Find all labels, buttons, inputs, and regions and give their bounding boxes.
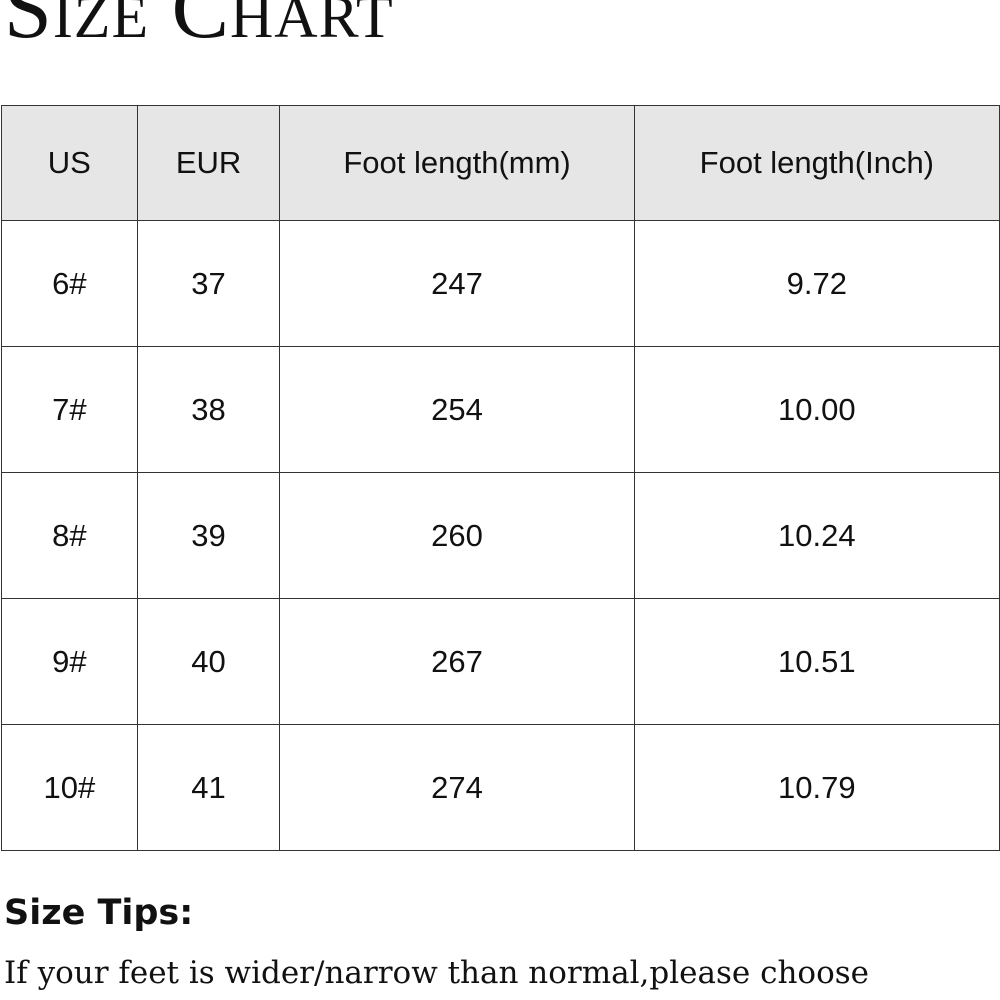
table-row: 10# 41 274 10.79 — [1, 724, 1000, 851]
table-cell: 38 — [136, 346, 281, 473]
table-cell: 7# — [1, 346, 138, 473]
table-row: 8# 39 260 10.24 — [1, 472, 1000, 599]
table-cell: 267 — [279, 598, 635, 725]
table-cell: 8# — [1, 472, 138, 599]
tips-text: If your feet is wider/narrow than normal… — [4, 955, 870, 991]
header-row: US EUR Foot length(mm) Foot length(Inch) — [1, 105, 1000, 221]
table-cell: 9.72 — [633, 220, 1000, 347]
size-table: US EUR Foot length(mm) Foot length(Inch) 6#… — [1, 105, 1000, 851]
table-cell: 40 — [136, 598, 281, 725]
table-cell: 260 — [279, 472, 635, 599]
table-cell: 10# — [1, 724, 138, 851]
table-cell: 37 — [136, 220, 281, 347]
tips-heading: Size Tips: — [4, 893, 194, 933]
table-cell: 6# — [1, 220, 138, 347]
title: Size Chart — [4, 0, 394, 56]
table-cell: 39 — [136, 472, 281, 599]
header-cell: EUR — [136, 105, 281, 221]
table-cell: 274 — [279, 724, 635, 851]
table-row: 7# 38 254 10.00 — [1, 346, 1000, 473]
table-cell: 9# — [1, 598, 138, 725]
header-cell: US — [1, 105, 138, 221]
table-cell: 41 — [136, 724, 281, 851]
table-body: 6# 37 247 9.72 7# 38 254 10.00 8# 39 260 10.24 9# 40 2… — [1, 220, 1000, 851]
table-cell: 254 — [279, 346, 635, 473]
table-row: 6# 37 247 9.72 — [1, 220, 1000, 347]
header-cell: Foot length(mm) — [279, 105, 635, 221]
table-cell: 10.24 — [633, 472, 1000, 599]
table-row: 9# 40 267 10.51 — [1, 598, 1000, 725]
table-cell: 10.51 — [633, 598, 1000, 725]
header-cell: Foot length(Inch) — [633, 105, 1000, 221]
table-cell: 247 — [279, 220, 635, 347]
table-cell: 10.79 — [633, 724, 1000, 851]
table-cell: 10.00 — [633, 346, 1000, 473]
